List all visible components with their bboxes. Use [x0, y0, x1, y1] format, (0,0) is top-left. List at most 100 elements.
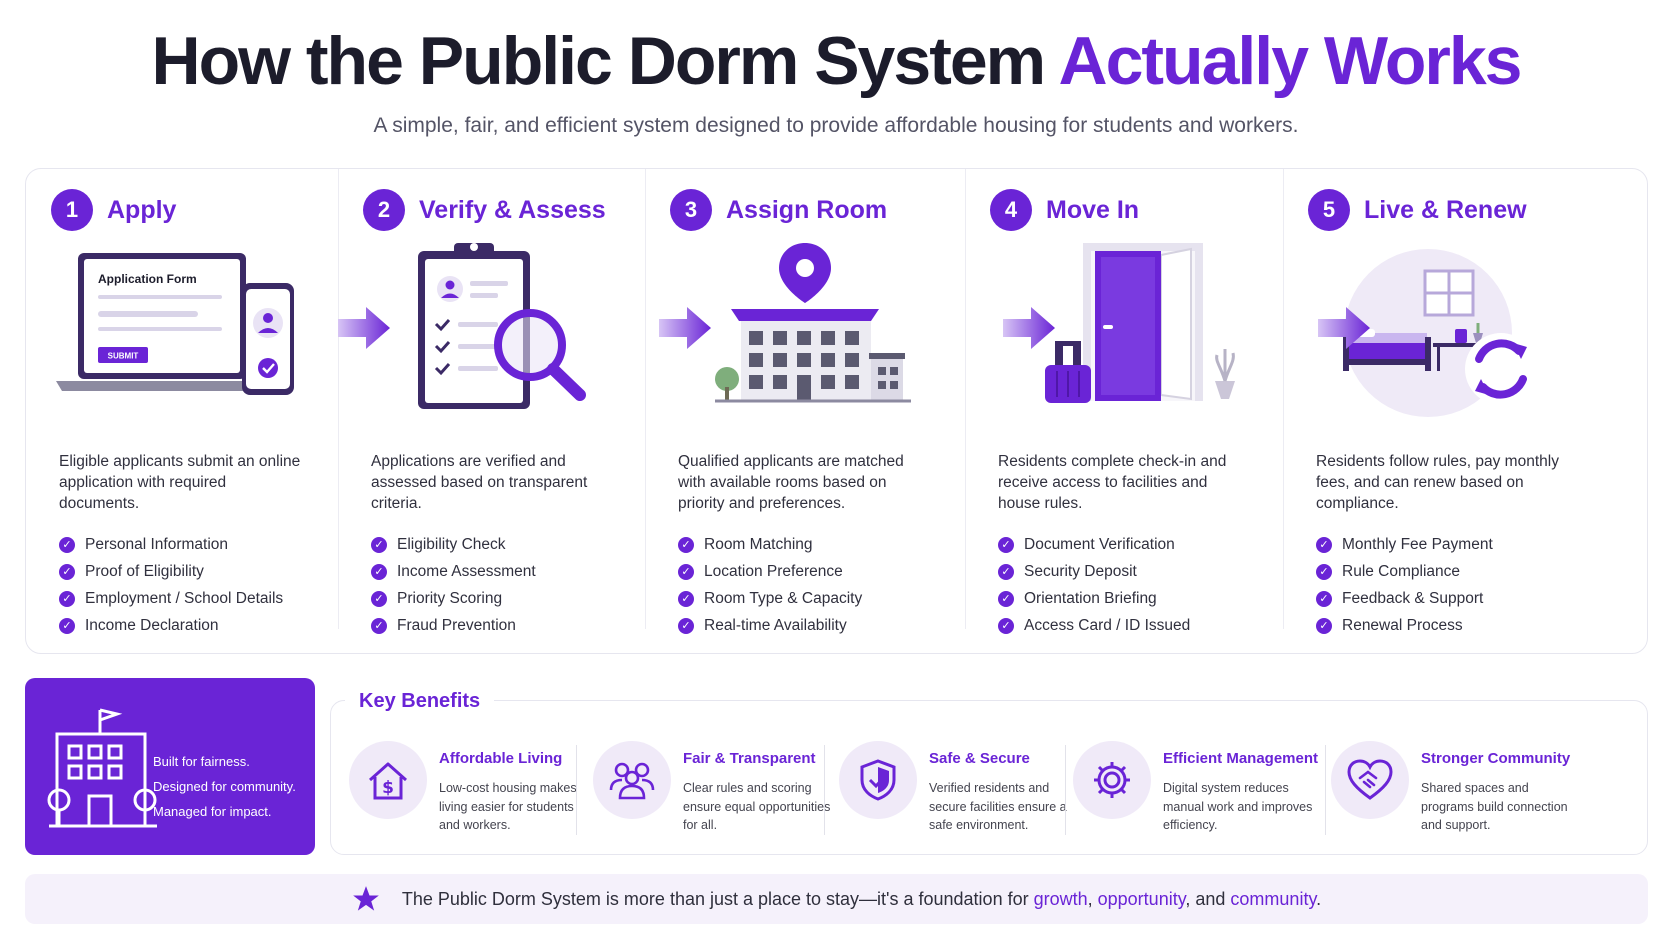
- check-icon: ✓: [371, 590, 387, 607]
- step-title: Move In: [1046, 195, 1140, 224]
- benefit-stronger-community: Stronger Community Shared spaces and pro…: [1331, 737, 1631, 837]
- title-main: How the Public Dorm System: [151, 23, 1059, 99]
- benefit-title: Efficient Management: [1163, 750, 1319, 767]
- step-description: Qualified applicants are matched with av…: [678, 453, 904, 512]
- step-divider: [338, 169, 339, 629]
- benefit-title: Stronger Community: [1421, 750, 1571, 767]
- step-description: Residents follow rules, pay monthly fees…: [1316, 453, 1559, 512]
- process-steps-panel: 1 Apply Application Form SUBMIT Eligible…: [25, 168, 1648, 654]
- laptop-form-icon: Application Form SUBMIT: [56, 253, 294, 395]
- step-verify-assess: 2 Verify & Assess Applications are verif…: [338, 169, 645, 655]
- check-icon: ✓: [998, 590, 1014, 607]
- check-icon: ✓: [59, 536, 75, 553]
- benefit-divider: [1325, 745, 1326, 835]
- benefit-efficient-management: Efficient Management Digital system redu…: [1073, 737, 1318, 837]
- check-icon: ✓: [678, 536, 694, 553]
- step-checklist: ✓ Room Matching ✓ Location Preference ✓ Roo…: [678, 531, 862, 639]
- list-item: ✓ Access Card / ID Issued: [998, 612, 1190, 639]
- step-checklist: ✓ Eligibility Check ✓ Income Assessment ✓ P…: [371, 531, 536, 639]
- list-item: ✓ Personal Information: [59, 531, 283, 558]
- mission-callout: Built for fairness. Designed for communi…: [25, 678, 315, 855]
- step-divider: [645, 169, 646, 629]
- step-number: 3: [670, 189, 712, 231]
- key-benefits-title: Key Benefits: [345, 690, 495, 713]
- benefit-text: Shared spaces and programs build connect…: [1421, 781, 1568, 832]
- list-item: ✓ Employment / School Details: [59, 585, 283, 612]
- gear-icon: [1094, 762, 1130, 798]
- step-divider: [965, 169, 966, 629]
- form-title: Application Form: [98, 272, 197, 286]
- list-item: ✓ Proof of Eligibility: [59, 558, 283, 585]
- footer-highlight: community: [1230, 888, 1317, 909]
- step-description: Applications are verified and assessed b…: [371, 453, 588, 512]
- list-item: ✓ Eligibility Check: [371, 531, 536, 558]
- step-title: Apply: [107, 195, 177, 224]
- footer-highlight: growth: [1033, 888, 1088, 909]
- benefit-divider: [576, 745, 577, 835]
- footer-highlight: opportunity: [1097, 888, 1186, 909]
- step-header: 2 Verify & Assess: [363, 189, 606, 231]
- step-checklist: ✓ Monthly Fee Payment ✓ Rule Compliance ✓ F…: [1316, 531, 1493, 639]
- check-icon: ✓: [1316, 590, 1332, 607]
- step-number: 2: [363, 189, 405, 231]
- clipboard-magnifier-icon: [418, 243, 586, 409]
- step-number: 5: [1308, 189, 1350, 231]
- bedroom-renew-icon: [1343, 249, 1537, 417]
- page-subtitle: A simple, fair, and efficient system des…: [373, 114, 1299, 137]
- list-item: ✓ Document Verification: [998, 531, 1190, 558]
- step-title: Live & Renew: [1364, 195, 1527, 224]
- benefit-text: Verified residents and secure facilities…: [929, 781, 1067, 832]
- arrow-right-icon: [338, 307, 390, 349]
- list-item: ✓ Priority Scoring: [371, 585, 536, 612]
- check-icon: ✓: [1316, 617, 1332, 634]
- check-icon: ✓: [678, 563, 694, 580]
- step-apply: 1 Apply Application Form SUBMIT Eligible…: [26, 169, 338, 655]
- handshake-heart-icon: [1347, 759, 1393, 800]
- list-item: ✓ Rule Compliance: [1316, 558, 1493, 585]
- arrow-right-icon: [659, 307, 711, 349]
- step-title: Assign Room: [726, 195, 888, 224]
- step-number: 4: [990, 189, 1032, 231]
- callout-line: Built for fairness.: [153, 754, 250, 769]
- list-item: ✓ Income Declaration: [59, 612, 283, 639]
- footer-banner: The Public Dorm System is more than just…: [25, 874, 1648, 924]
- callout-line: Managed for impact.: [153, 804, 272, 819]
- callout-line: Designed for community.: [153, 779, 296, 794]
- benefit-title: Safe & Secure: [929, 750, 1030, 767]
- list-item: ✓ Feedback & Support: [1316, 585, 1493, 612]
- step-checklist: ✓ Document Verification ✓ Security Deposit…: [998, 531, 1190, 639]
- list-item: ✓ Income Assessment: [371, 558, 536, 585]
- step-header: 5 Live & Renew: [1308, 189, 1527, 231]
- benefit-safe-secure: Safe & Secure Verified residents and sec…: [839, 737, 1069, 837]
- benefit-text: Low-cost housing makes living easier for…: [439, 781, 577, 832]
- title-accent: Actually Works: [1058, 23, 1522, 99]
- people-group-icon: [609, 762, 655, 800]
- list-item: ✓ Room Matching: [678, 531, 862, 558]
- check-icon: ✓: [1316, 536, 1332, 553]
- check-icon: ✓: [371, 563, 387, 580]
- check-icon: ✓: [678, 590, 694, 607]
- key-benefits-panel: $ Affordable Living Low-cost housing mak…: [330, 700, 1648, 855]
- benefit-fair-transparent: Fair & Transparent Clear rules and scori…: [593, 737, 843, 837]
- door-luggage-icon: [1045, 243, 1235, 403]
- step-checklist: ✓ Personal Information ✓ Proof of Eligibil…: [59, 531, 283, 639]
- benefit-divider: [824, 745, 825, 835]
- check-icon: ✓: [59, 590, 75, 607]
- step-assign-room: 3 Assign Room Qualified applicants are m…: [645, 169, 965, 655]
- callout-lines: Built for fairness. Designed for communi…: [153, 749, 296, 824]
- check-icon: ✓: [371, 617, 387, 634]
- building-flag-icon: [47, 708, 157, 828]
- footer-text: The Public Dorm System is more than just…: [401, 888, 1322, 909]
- list-item: ✓ Orientation Briefing: [998, 585, 1190, 612]
- step-number: 1: [51, 189, 93, 231]
- star-icon: [353, 886, 379, 911]
- check-icon: ✓: [678, 617, 694, 634]
- building-location-pin-icon: [715, 243, 911, 403]
- step-header: 4 Move In: [990, 189, 1139, 231]
- house-dollar-icon: $: [369, 762, 407, 800]
- step-title: Verify & Assess: [419, 195, 606, 224]
- page-title: How the Public Dorm System Actually Work…: [0, 22, 1672, 100]
- check-icon: ✓: [1316, 563, 1332, 580]
- benefit-divider: [1065, 745, 1066, 835]
- step-move-in: 4 Move In Residents complete check-in an…: [965, 169, 1283, 655]
